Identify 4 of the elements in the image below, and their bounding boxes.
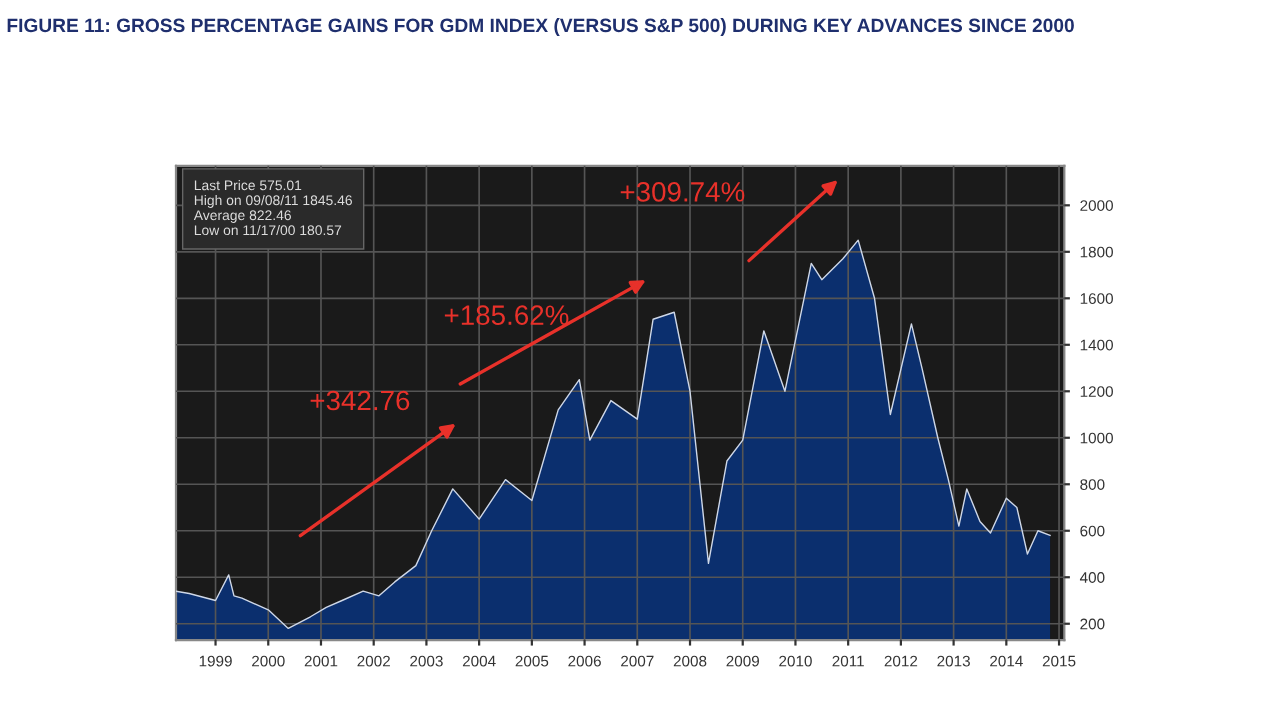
annotation: +309.74% [620, 182, 745, 202]
annotation: +342.76 [310, 390, 410, 411]
chart-title: FIGURE 11: GROSS PERCENTAGE GAINS FOR GDM INDEX (VERSUS S&P 500) DURING KEY ADVANCES SINCE 2000 [7, 18, 1074, 36]
annotation: +185.62% [444, 305, 569, 325]
